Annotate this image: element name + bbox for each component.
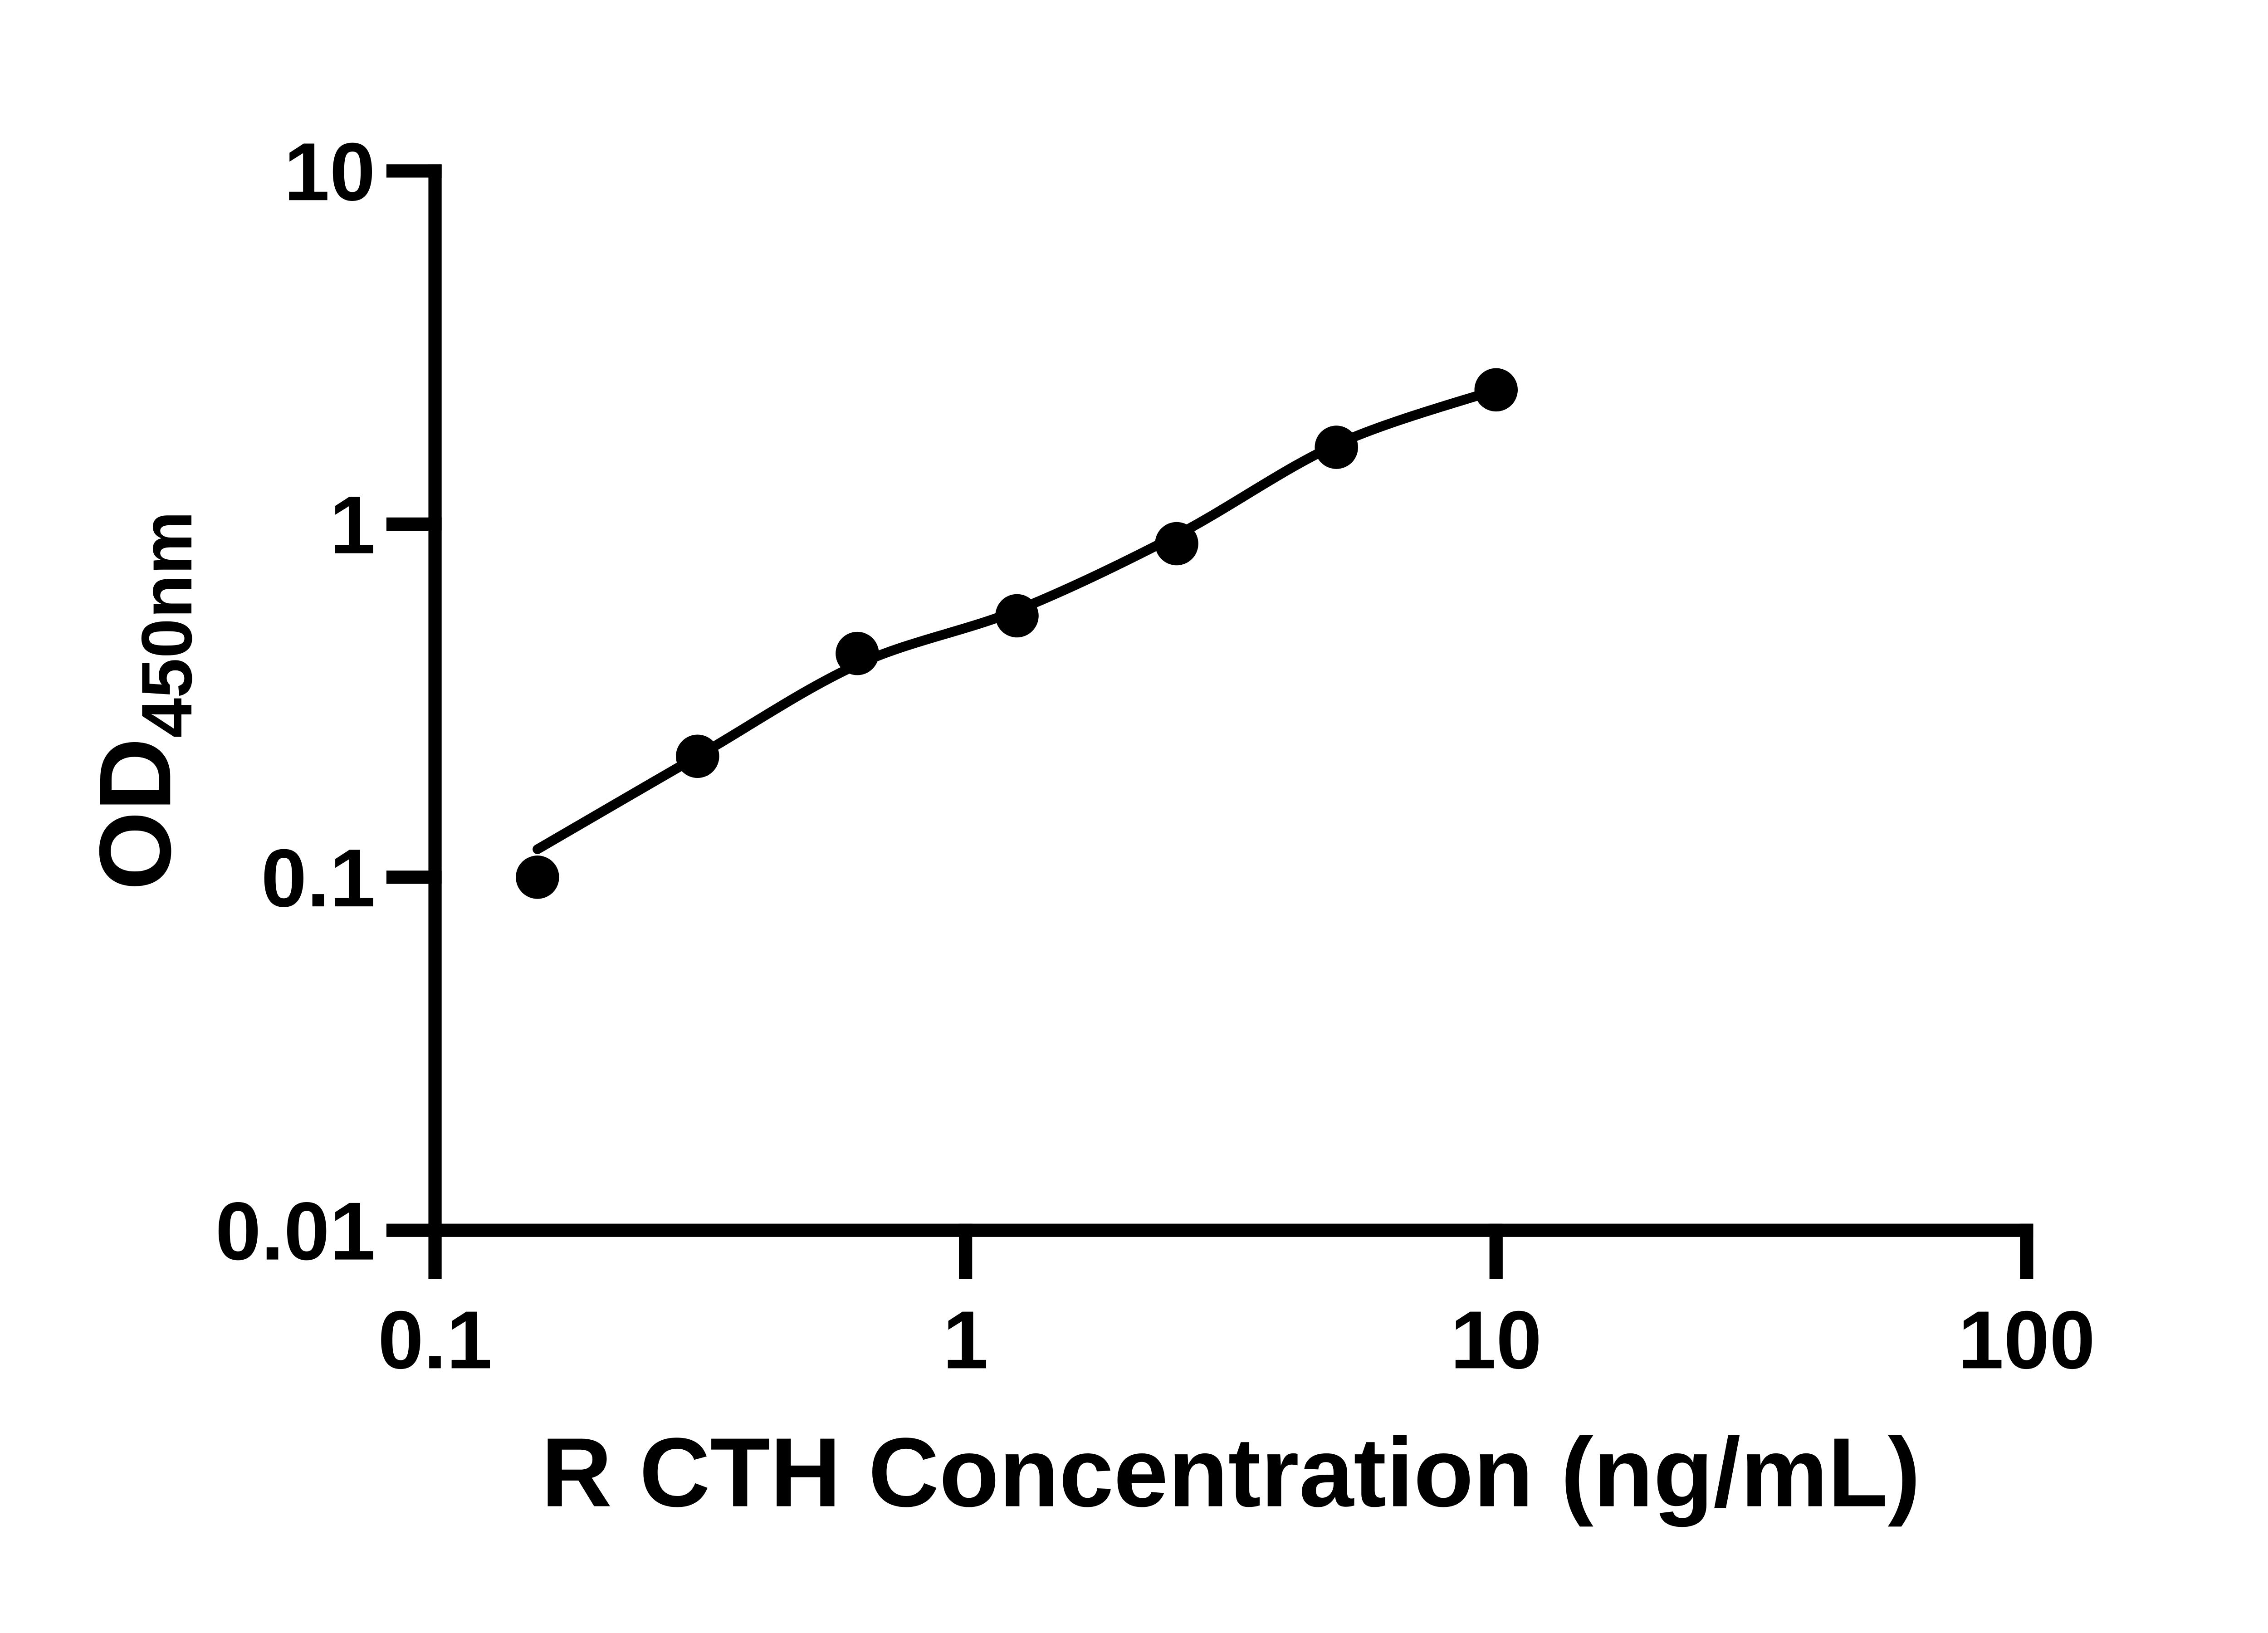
- y-axis-title-main: OD: [78, 738, 192, 890]
- data-points-layer: [516, 368, 1518, 899]
- data-point-6: [1315, 425, 1358, 469]
- x-tick-label-100: 100: [1958, 1294, 2095, 1386]
- data-point-7: [1474, 368, 1518, 412]
- x-tick-label-0.1: 0.1: [378, 1294, 492, 1386]
- x-axis-title: R CTH Concentration (ng/mL): [541, 1417, 1921, 1527]
- x-tick-label-1: 1: [943, 1294, 988, 1386]
- data-point-5: [1155, 522, 1198, 566]
- y-tick-label-10: 10: [284, 126, 376, 218]
- y-tick-label-1: 1: [330, 479, 376, 571]
- y-tick-label-0.1: 0.1: [261, 832, 376, 924]
- data-point-2: [676, 734, 719, 778]
- y-tick-label-0.01: 0.01: [215, 1186, 376, 1277]
- data-point-3: [836, 631, 879, 675]
- data-point-4: [995, 594, 1039, 638]
- y-axis-title: OD450nm: [78, 511, 207, 890]
- data-point-1: [516, 856, 559, 899]
- x-tick-label-10: 10: [1450, 1294, 1542, 1386]
- y-axis-title-subscript: 450nm: [127, 511, 207, 738]
